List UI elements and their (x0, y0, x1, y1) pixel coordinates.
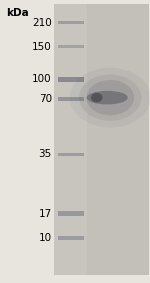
FancyBboxPatch shape (58, 237, 84, 240)
Text: 35: 35 (39, 149, 52, 159)
FancyBboxPatch shape (58, 77, 84, 82)
FancyBboxPatch shape (54, 4, 148, 275)
Text: 70: 70 (39, 94, 52, 104)
FancyBboxPatch shape (58, 153, 84, 156)
FancyBboxPatch shape (58, 21, 84, 24)
Text: 150: 150 (32, 42, 52, 52)
Text: 100: 100 (32, 74, 52, 84)
FancyBboxPatch shape (58, 45, 84, 48)
FancyBboxPatch shape (58, 211, 84, 216)
Ellipse shape (86, 80, 134, 115)
Text: 17: 17 (39, 209, 52, 219)
Ellipse shape (91, 93, 103, 102)
Ellipse shape (70, 68, 150, 128)
Text: 10: 10 (39, 233, 52, 243)
FancyBboxPatch shape (87, 4, 148, 275)
Text: kDa: kDa (6, 8, 29, 18)
Ellipse shape (79, 74, 141, 121)
Ellipse shape (87, 91, 128, 104)
Text: 210: 210 (32, 18, 52, 28)
FancyBboxPatch shape (58, 97, 84, 101)
